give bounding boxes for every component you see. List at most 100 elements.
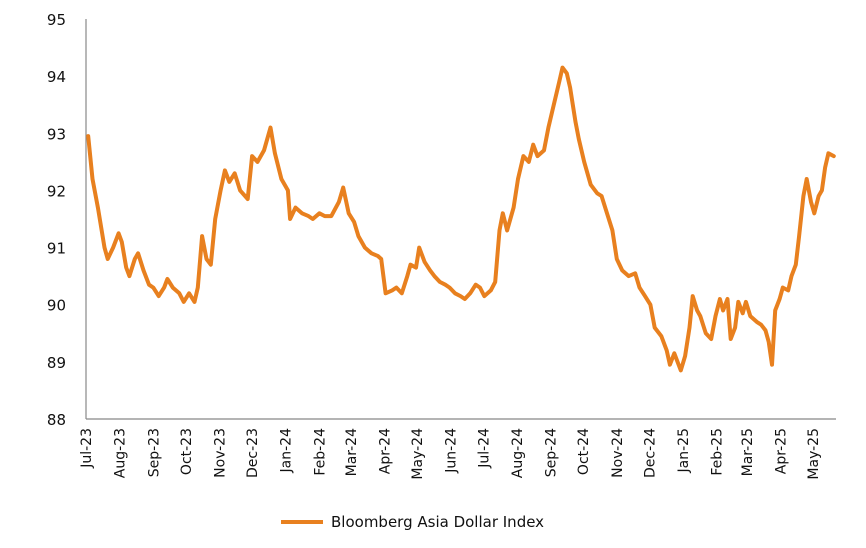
data-point (620, 268, 624, 272)
data-point (755, 320, 759, 324)
data-point (683, 354, 687, 358)
data-point (438, 280, 442, 284)
x-tick-label: Sep-23 (146, 428, 162, 477)
data-point (605, 211, 609, 215)
data-point (182, 300, 186, 304)
data-point (151, 286, 155, 290)
x-tick-label: Sep-24 (544, 428, 560, 477)
data-point (687, 326, 692, 330)
data-point (589, 183, 593, 187)
data-point (691, 294, 695, 298)
data-point (250, 154, 254, 158)
data-point (133, 257, 137, 261)
data-point (516, 177, 520, 181)
data-point (102, 246, 107, 250)
legend: Bloomberg Asia Dollar Index (281, 513, 544, 531)
data-point (521, 154, 526, 158)
data-point (306, 214, 311, 218)
data-point (157, 294, 161, 298)
data-point (698, 314, 702, 318)
x-tick-label: Aug-24 (510, 428, 526, 478)
data-point (794, 263, 798, 267)
data-point (363, 246, 367, 250)
data-point (721, 308, 725, 312)
data-point (812, 211, 816, 215)
x-tick-label: Mar-25 (740, 428, 756, 476)
y-tick-label: 88 (47, 411, 66, 429)
data-point (200, 234, 204, 238)
data-point (482, 294, 486, 298)
data-point (384, 291, 388, 295)
data-point (171, 286, 175, 290)
data-point (595, 191, 599, 195)
data-point (801, 194, 806, 198)
data-point (192, 300, 197, 304)
data-point (773, 308, 777, 312)
data-point (759, 323, 763, 327)
data-point (497, 228, 502, 232)
data-point (448, 286, 452, 290)
data-point (219, 188, 223, 192)
data-point (568, 86, 572, 90)
data-point (778, 297, 782, 301)
x-tick-label: Feb-24 (312, 428, 328, 476)
data-point (423, 260, 427, 264)
data-point (268, 126, 273, 130)
data-point (511, 206, 516, 210)
data-point (704, 331, 708, 335)
data-point (736, 300, 740, 304)
data-point (577, 137, 581, 141)
series-line (86, 65, 836, 373)
data-point (369, 251, 374, 255)
data-point (546, 126, 551, 130)
data-point (106, 257, 110, 261)
data-point (356, 234, 360, 238)
data-point (733, 326, 737, 330)
data-point (573, 120, 578, 124)
data-point (468, 291, 472, 295)
data-point (117, 231, 121, 235)
x-tick-label: May-24 (410, 428, 426, 480)
data-point (748, 314, 752, 318)
data-point (805, 177, 809, 181)
data-point (600, 194, 604, 198)
data-point (443, 283, 447, 287)
data-point (293, 206, 298, 210)
data-point (725, 297, 730, 301)
y-axis-ticks: 88 89 90 91 92 93 94 95 (47, 11, 66, 429)
data-point (227, 180, 231, 184)
data-point (633, 271, 637, 275)
x-tick-label: May-25 (806, 428, 822, 480)
data-point (347, 211, 351, 215)
data-point (408, 263, 413, 267)
data-point (323, 214, 327, 218)
x-tick-label: Jul-24 (476, 428, 492, 469)
data-point (417, 246, 421, 250)
data-point (177, 291, 181, 295)
data-point (204, 257, 209, 261)
x-tick-label: Oct-24 (576, 428, 592, 475)
data-point (767, 340, 771, 344)
data-point (428, 268, 432, 272)
x-tick-label: Oct-23 (179, 428, 195, 475)
data-point (147, 283, 151, 287)
data-point (233, 171, 237, 175)
data-point (124, 266, 128, 270)
data-point (329, 214, 333, 218)
data-point (741, 311, 745, 315)
data-point (665, 348, 669, 352)
data-point (288, 217, 292, 221)
data-point (637, 286, 642, 290)
data-point (718, 297, 722, 301)
x-tick-label: Mar-24 (344, 428, 360, 476)
data-point (341, 186, 345, 190)
data-point (337, 200, 341, 204)
y-tick-label: 89 (47, 354, 66, 372)
data-point (127, 274, 131, 278)
x-tick-label: Aug-23 (113, 428, 129, 478)
x-tick-label: Nov-24 (610, 428, 626, 478)
data-point (213, 217, 217, 221)
data-point (400, 291, 404, 295)
data-point (786, 288, 790, 292)
data-point (86, 134, 90, 138)
